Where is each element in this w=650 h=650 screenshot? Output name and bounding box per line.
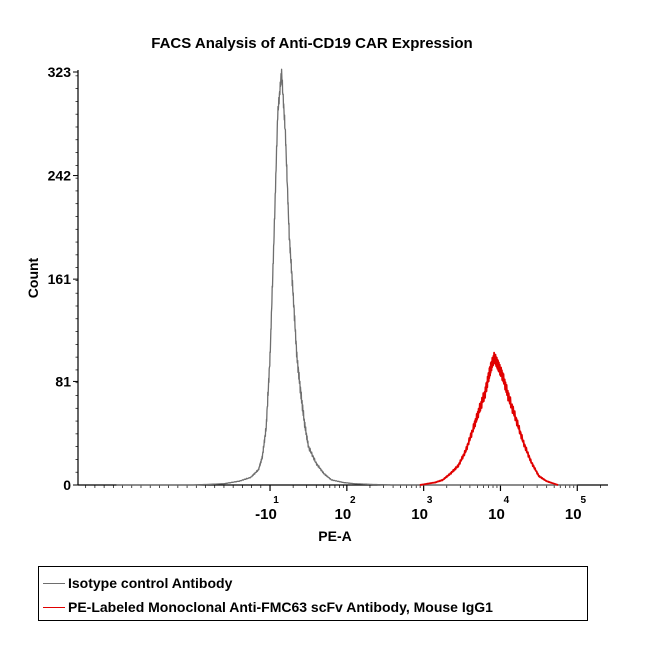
x-tick-label-exponent: 3 [427, 495, 433, 506]
series-line-pe-labeled [419, 351, 559, 486]
x-tick-label-exponent: 1 [273, 495, 279, 506]
y-tick-label: 0 [63, 477, 71, 493]
y-tick-label: 242 [48, 168, 72, 184]
x-tick-label-base: 10 [488, 506, 505, 523]
y-tick-label: 81 [55, 373, 71, 389]
facs-histogram-chart: FACS Analysis of Anti-CD19 CAR Expressio… [25, 35, 608, 544]
y-axis-ticks: 0 81 161 242 323 [48, 64, 78, 493]
legend-item-isotype: Isotype control Antibody [43, 571, 587, 595]
x-tick-label-exponent: 4 [504, 495, 510, 506]
x-tick-label-base: 10 [334, 506, 351, 523]
legend-label-pe-labeled: PE-Labeled Monoclonal Anti-FMC63 scFv An… [68, 599, 493, 615]
legend-item-pe-labeled: PE-Labeled Monoclonal Anti-FMC63 scFv An… [43, 595, 587, 619]
series-line-isotype [116, 68, 578, 486]
legend: Isotype control Antibody PE-Labeled Mono… [38, 566, 588, 621]
x-tick-label-exponent: 5 [580, 495, 586, 506]
x-tick-label-base: -10 [255, 506, 277, 523]
chart-title: FACS Analysis of Anti-CD19 CAR Expressio… [151, 35, 472, 52]
legend-label-isotype: Isotype control Antibody [68, 575, 233, 591]
axes [77, 70, 608, 486]
y-axis-label: Count [25, 257, 41, 298]
x-tick-label-base: 10 [411, 506, 428, 523]
x-tick-label-base: 10 [565, 506, 582, 523]
legend-swatch-pe-labeled [43, 606, 65, 608]
y-tick-label: 161 [48, 271, 72, 287]
series-group [116, 68, 578, 486]
legend-swatch-isotype [43, 582, 65, 584]
x-axis-label: PE-A [318, 528, 351, 544]
y-tick-label: 323 [48, 64, 72, 80]
x-tick-label-exponent: 2 [350, 495, 356, 506]
